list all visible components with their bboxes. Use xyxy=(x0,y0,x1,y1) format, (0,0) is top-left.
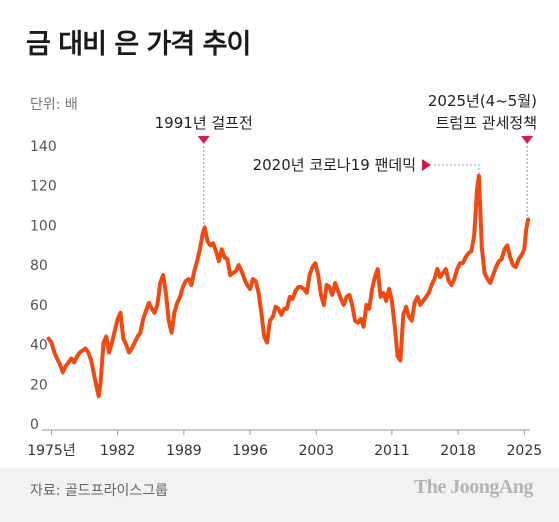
annotation-pandemic-label: 2020년 코로나19 팬데믹 xyxy=(253,156,416,174)
unit-label: 단위: 배 xyxy=(30,97,78,113)
annotations: 1991년 걸프전 2020년 코로나19 팬데믹 2025년(4~5월) 트럼프 관… xyxy=(155,92,537,174)
annotation-tariff-label-line2: 트럼프 관세정책 xyxy=(436,114,537,132)
annotation-tariff-label-line1: 2025년(4~5월) xyxy=(428,92,537,110)
footer-band xyxy=(0,468,559,522)
brand-logo-text: The JoongAng xyxy=(413,476,534,498)
x-tick-label: 2025 xyxy=(507,443,543,459)
annotation-gulf-war-label: 1991년 걸프전 xyxy=(155,114,253,132)
chart-title: 금 대비 은 가격 추이 xyxy=(26,29,251,60)
y-axis-tick-labels: 0 20 40 60 80 100 120 140 xyxy=(30,139,57,433)
series-line xyxy=(46,173,531,399)
x-tick-label: 1982 xyxy=(100,443,136,459)
y-tick-label: 100 xyxy=(30,218,57,234)
y-tick-label: 60 xyxy=(30,298,48,314)
annotation-leader-lines xyxy=(203,146,528,226)
y-tick-label: 80 xyxy=(30,258,48,274)
annotation-marker-pandemic xyxy=(422,159,431,171)
y-tick-label: 120 xyxy=(30,179,57,195)
y-tick-label: 20 xyxy=(30,377,48,393)
x-tick-label: 1975년 xyxy=(27,443,76,459)
line-chart: 0 20 40 60 80 100 120 140 1975년 1982 1989 1996 2003… xyxy=(27,92,542,459)
x-axis-ticks: 1975년 1982 1989 1996 2003 2011 2018 2025 xyxy=(27,430,542,459)
y-tick-label: 40 xyxy=(30,338,48,354)
annotation-marker-tariff xyxy=(521,136,534,144)
x-tick-label: 1989 xyxy=(166,443,202,459)
x-tick-label: 2018 xyxy=(440,443,476,459)
annotation-marker-gulf-war xyxy=(197,136,210,144)
x-tick-label: 2011 xyxy=(374,443,410,459)
y-tick-label: 0 xyxy=(30,417,39,433)
y-tick-label: 140 xyxy=(30,139,57,155)
source-note: 자료: 골드프라이스그룹 xyxy=(30,483,168,499)
annotation-line-pandemic xyxy=(434,164,480,178)
x-tick-label: 1996 xyxy=(232,443,268,459)
x-tick-label: 2003 xyxy=(298,443,334,459)
